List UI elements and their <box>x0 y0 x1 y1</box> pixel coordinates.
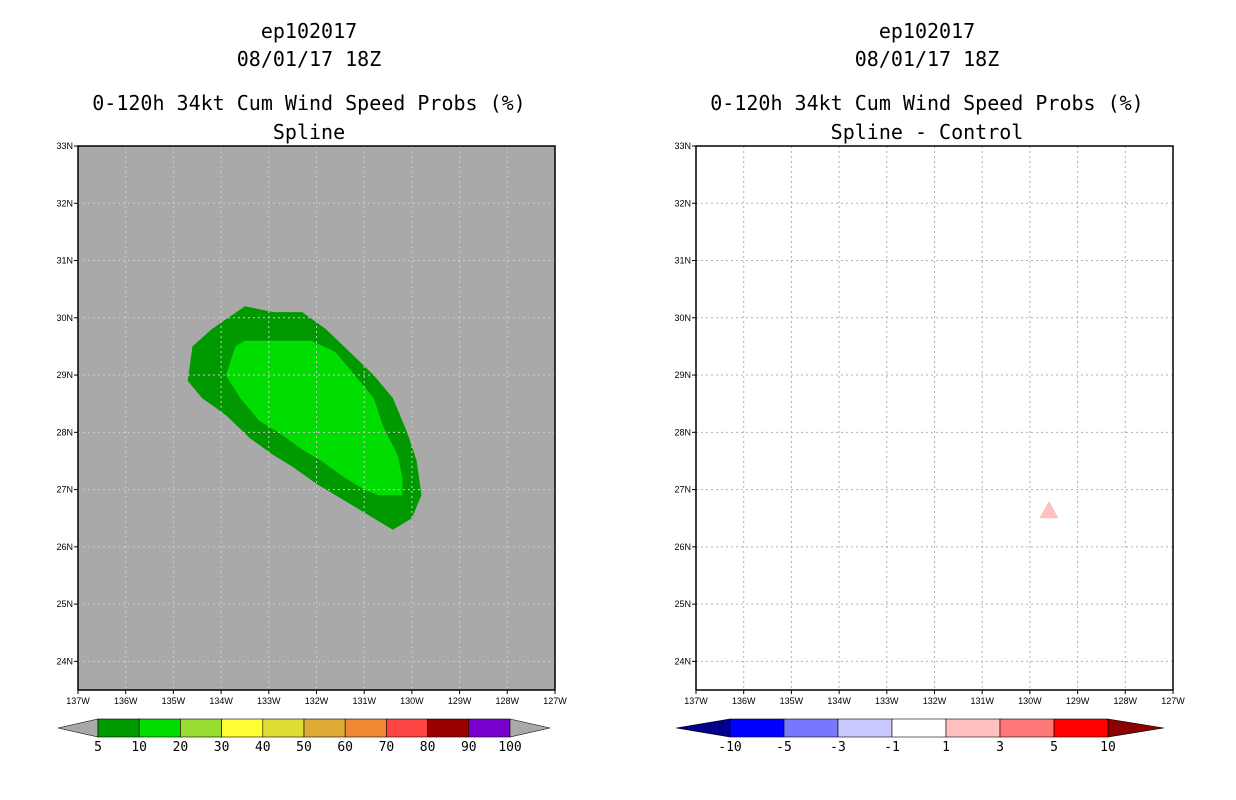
x-tick-label: 136W <box>114 696 138 706</box>
colorbar-label: 80 <box>420 740 436 755</box>
colorbar-swatch <box>303 718 346 738</box>
colorbar-label: 60 <box>337 740 353 755</box>
colorbar-swatch <box>386 718 428 738</box>
colorbar-swatch <box>221 718 264 738</box>
colorbar-high-arrow <box>1107 718 1165 738</box>
colorbar-label: 90 <box>461 740 477 755</box>
colorbar-label: 5 <box>94 740 102 755</box>
colorbar-label: 30 <box>214 740 230 755</box>
x-tick-label: 127W <box>1161 696 1185 706</box>
colorbar-low-arrow <box>675 718 731 738</box>
x-tick-label: 136W <box>732 696 756 706</box>
y-tick-label: 32N <box>56 198 73 208</box>
chart-title-line2: 08/01/17 18Z <box>237 47 382 71</box>
chart-title-line2: 08/01/17 18Z <box>855 47 1000 71</box>
chart-title-line1: ep102017 <box>261 19 357 43</box>
y-tick-label: 26N <box>56 542 73 552</box>
colorbar-low-arrow <box>57 718 99 738</box>
colorbar-swatch <box>262 718 305 738</box>
x-tick-label: 131W <box>352 696 376 706</box>
colorbar-label: 70 <box>379 740 395 755</box>
y-tick-label: 24N <box>56 656 73 666</box>
y-tick-label: 32N <box>674 198 691 208</box>
x-tick-label: 134W <box>827 696 851 706</box>
colorbar-label: 10 <box>1100 740 1116 755</box>
x-tick-label: 130W <box>1018 696 1042 706</box>
y-tick-label: 26N <box>674 542 691 552</box>
x-tick-label: 133W <box>875 696 899 706</box>
colorbar-swatch <box>999 718 1055 738</box>
colorbar-swatch <box>1053 718 1109 738</box>
y-tick-label: 28N <box>674 427 691 437</box>
x-tick-label: 134W <box>209 696 233 706</box>
y-tick-label: 31N <box>56 256 73 266</box>
y-tick-label: 28N <box>56 427 73 437</box>
chart-title-line3: 0-120h 34kt Cum Wind Speed Probs (%) <box>92 91 525 115</box>
x-tick-label: 128W <box>1114 696 1138 706</box>
x-tick-label: 131W <box>970 696 994 706</box>
y-tick-label: 29N <box>56 370 73 380</box>
y-tick-label: 31N <box>674 256 691 266</box>
colorbar-label: 100 <box>498 740 521 755</box>
colorbar-label: -3 <box>830 740 846 755</box>
y-tick-label: 29N <box>674 370 691 380</box>
x-tick-label: 135W <box>162 696 186 706</box>
colorbar-label: 10 <box>131 740 147 755</box>
colorbar-label: 3 <box>996 740 1004 755</box>
x-tick-label: 132W <box>923 696 947 706</box>
colorbar-swatch <box>729 718 785 738</box>
colorbar-swatch <box>837 718 893 738</box>
x-tick-label: 137W <box>684 696 708 706</box>
y-tick-label: 25N <box>674 599 691 609</box>
colorbar-high-arrow <box>509 718 551 738</box>
y-tick-label: 30N <box>674 313 691 323</box>
chart-title-line3: 0-120h 34kt Cum Wind Speed Probs (%) <box>710 91 1143 115</box>
colorbar-swatch <box>891 718 947 738</box>
y-tick-label: 24N <box>674 656 691 666</box>
chart-title-line1: ep102017 <box>879 19 975 43</box>
x-tick-label: 130W <box>400 696 424 706</box>
x-tick-label: 128W <box>496 696 520 706</box>
x-tick-label: 137W <box>66 696 90 706</box>
colorbar-swatch <box>138 718 181 738</box>
plot-area: 24N 25N 26N 27N 28N 29N 30N 31N 32N 33N 137W 136W 13… <box>56 141 567 755</box>
colorbar-swatch <box>468 718 511 738</box>
x-tick-label: 129W <box>448 696 472 706</box>
colorbar-swatch <box>344 718 387 738</box>
y-tick-label: 27N <box>674 485 691 495</box>
chart-subtitle: Spline - Control <box>831 120 1024 144</box>
colorbar-label: 20 <box>173 740 189 755</box>
chart-subtitle: Spline <box>273 120 345 144</box>
colorbar-label: -10 <box>718 740 741 755</box>
colorbar-swatch <box>180 718 222 738</box>
chart-spline-minus-control: ep102017 08/01/17 18Z 0-120h 34kt Cum Wi… <box>674 19 1185 755</box>
x-tick-label: 135W <box>780 696 804 706</box>
y-tick-label: 30N <box>56 313 73 323</box>
colorbar-label: 50 <box>296 740 312 755</box>
colorbar-label: 1 <box>942 740 950 755</box>
colorbar-label: -5 <box>776 740 792 755</box>
colorbar-label: 5 <box>1050 740 1058 755</box>
x-tick-label: 133W <box>257 696 281 706</box>
colorbar-label: -1 <box>884 740 900 755</box>
contour-1-3 <box>1034 501 1059 519</box>
chart-spline: ep102017 08/01/17 18Z 0-120h 34kt Cum Wi… <box>56 19 567 755</box>
colorbar-swatch <box>783 718 839 738</box>
contour-10-20 <box>225 340 403 496</box>
x-tick-label: 129W <box>1066 696 1090 706</box>
x-tick-label: 132W <box>305 696 329 706</box>
x-tick-label: 127W <box>543 696 567 706</box>
y-tick-label: 27N <box>56 485 73 495</box>
y-tick-label: 33N <box>56 141 73 151</box>
colorbar-swatch <box>97 718 140 738</box>
y-tick-label: 25N <box>56 599 73 609</box>
colorbar-swatch <box>427 718 470 738</box>
colorbar-label: 40 <box>255 740 271 755</box>
colorbar-swatch <box>945 718 1001 738</box>
y-tick-label: 33N <box>674 141 691 151</box>
